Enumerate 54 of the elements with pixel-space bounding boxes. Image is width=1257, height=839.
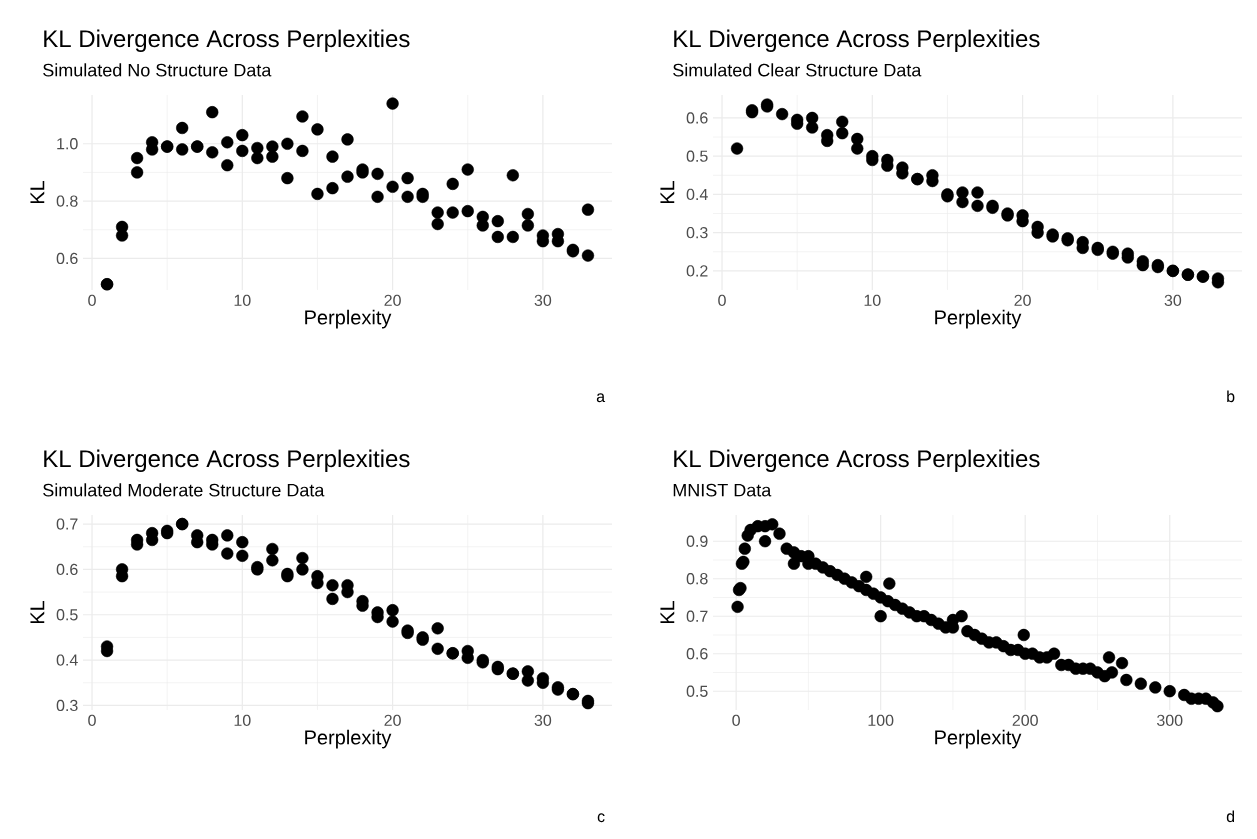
x-tick-label: 0	[732, 714, 740, 727]
y-tick-label: 0.4	[56, 654, 78, 666]
x-tick-label: 30	[1164, 294, 1182, 307]
text: b	[1227, 390, 1235, 403]
y-axis-title: KL	[30, 600, 45, 624]
chart-title: KL Divergence Across Perplexities	[674, 449, 1040, 472]
x-tick-label: 300	[1156, 714, 1183, 727]
x-tick-label: 10	[234, 294, 251, 307]
x-tick-label: 0	[718, 294, 726, 307]
text: c	[597, 813, 605, 823]
x-tick-label: 0	[88, 714, 96, 727]
chart-title: KL Divergence Across Perplexities	[674, 29, 1040, 52]
y-tick-label: 0.7	[686, 610, 708, 622]
y-tick-label: 0.6	[56, 252, 78, 265]
y-tick-label: 0.8	[686, 573, 708, 585]
y-tick-label: 0.8	[56, 195, 78, 207]
x-tick-label: 10	[864, 294, 881, 307]
x-tick-label: 10	[234, 714, 251, 727]
y-tick-label: 0.2	[686, 265, 708, 277]
y-tick-label: 0.4	[686, 188, 708, 201]
y-tick-label: 0.7	[56, 518, 78, 530]
x-tick-label: 100	[868, 714, 894, 727]
x-tick-label: 200	[1012, 714, 1038, 727]
chart-subtitle: Simulated Clear Structure Data	[673, 63, 922, 77]
y-tick-label: 0.5	[686, 150, 708, 162]
chart-subtitle: Simulated No Structure Data	[43, 63, 272, 77]
x-tick-label: 20	[1014, 294, 1031, 307]
x-axis-title: Perplexity	[305, 729, 392, 749]
chart-title: KL Divergence Across Perplexities	[44, 449, 410, 472]
y-tick-label: 0.5	[686, 685, 708, 697]
x-tick-label: 20	[384, 714, 401, 727]
y-axis-title: KL	[30, 180, 45, 204]
x-tick-label: 30	[534, 714, 552, 727]
y-axis-title: KL	[660, 180, 675, 204]
chart-subtitle: Simulated Moderate Structure Data	[43, 483, 325, 497]
y-tick-label: 0.5	[56, 609, 78, 621]
text: a	[596, 393, 606, 403]
y-tick-label: 0.3	[686, 226, 708, 239]
x-axis-title: Perplexity	[935, 309, 1022, 329]
x-tick-label: 20	[384, 294, 401, 307]
y-axis-title: KL	[660, 600, 675, 624]
x-axis-title: Perplexity	[935, 729, 1022, 749]
text: d	[1226, 810, 1235, 823]
y-tick-label: 1.0	[57, 138, 78, 150]
y-tick-label: 0.3	[56, 699, 78, 712]
chart-title: KL Divergence Across Perplexities	[44, 29, 410, 52]
y-tick-label: 0.9	[686, 535, 708, 547]
y-tick-label: 0.6	[686, 648, 708, 660]
chart-subtitle: MNIST Data	[673, 483, 772, 497]
x-axis-title: Perplexity	[305, 309, 392, 329]
x-tick-label: 30	[534, 294, 552, 307]
y-tick-label: 0.6	[56, 563, 78, 576]
x-tick-label: 0	[88, 294, 96, 307]
y-tick-label: 0.6	[686, 112, 708, 124]
